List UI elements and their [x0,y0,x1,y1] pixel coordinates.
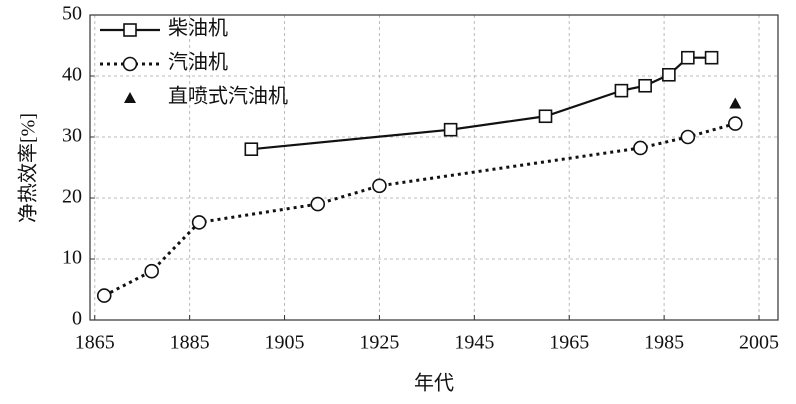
x-tick-label: 1985 [644,332,684,354]
marker-square [681,50,695,65]
marker-triangle [729,97,742,109]
x-tick-label: 1965 [549,332,589,354]
marker-circle [191,215,207,230]
marker-square [244,142,259,156]
marker-square [662,67,676,82]
y-tick-label: 0 [72,308,82,330]
legend-marker [124,92,136,103]
marker-square [443,122,458,137]
marker-circle [96,288,112,303]
x-tick-label: 1945 [454,332,494,354]
marker-circle [680,129,696,145]
marker-square [538,109,553,124]
x-tick-label: 2005 [739,332,779,354]
marker-circle [310,196,326,212]
x-tick-label: 1885 [170,332,210,354]
legend-marker [122,56,138,72]
y-tick-label: 30 [62,125,82,147]
marker-square [704,50,719,65]
y-tick-label: 10 [62,247,82,269]
x-axis-label: 年代 [414,372,454,395]
x-tick-label: 1865 [75,332,115,354]
y-axis-label: 净热效率[%] [17,113,40,223]
marker-square [614,83,629,98]
marker-circle [633,140,648,156]
legend-label: 柴油机 [168,17,228,40]
y-tick-label: 20 [62,186,82,208]
marker-circle [727,116,743,131]
legend-label: 直喷式汽油机 [168,85,288,108]
series-line [103,122,736,297]
series-line [251,56,712,151]
y-tick-label: 40 [62,64,82,86]
x-tick-label: 1905 [265,332,305,354]
marker-square [638,78,652,93]
plot-frame [89,14,779,321]
y-tick-label: 50 [62,3,82,25]
marker-circle [372,178,387,194]
x-tick-label: 1925 [359,332,399,354]
marker-circle [144,263,159,279]
legend-marker [123,23,137,37]
legend-label: 汽油机 [168,51,228,74]
